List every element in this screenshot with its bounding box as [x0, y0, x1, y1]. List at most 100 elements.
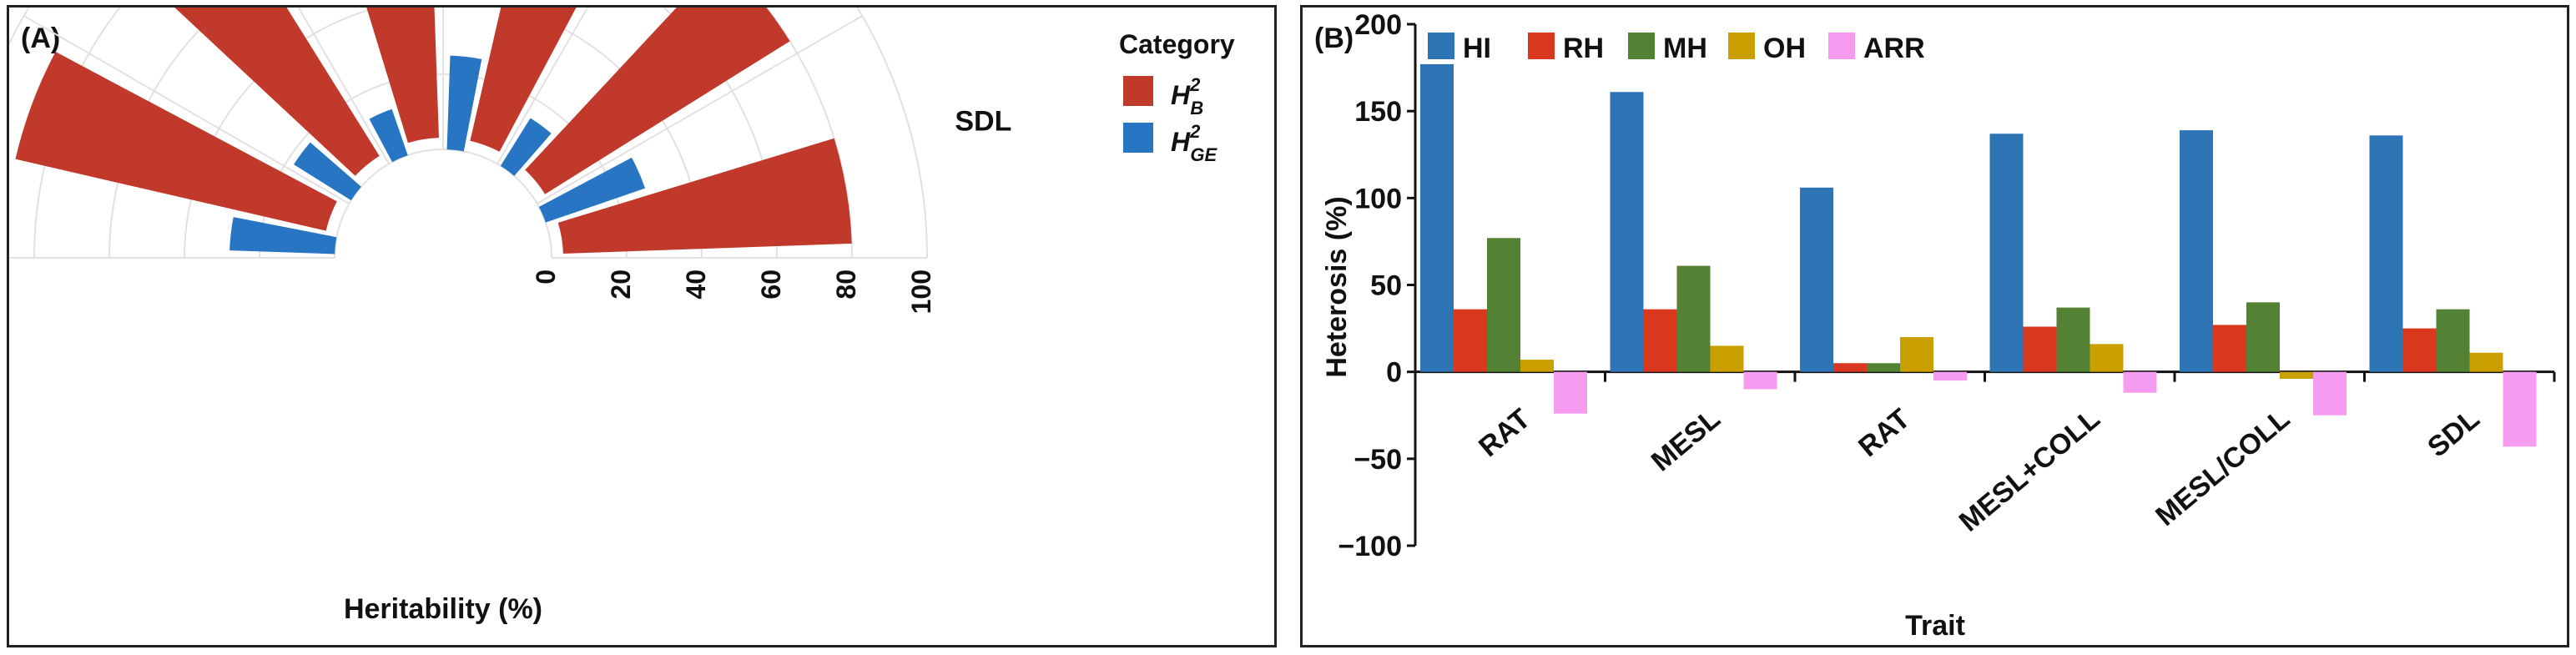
radial-tick-0: 0: [531, 270, 561, 285]
radial-tick-60: 60: [756, 270, 786, 300]
x-tick-label-3: MESL+COLL: [1953, 403, 2106, 538]
bar-oh-1: [1710, 345, 1744, 372]
bar-arr-0: [1554, 371, 1587, 414]
grid-ring-5: [9, 8, 928, 259]
bar-oh-0: [1520, 360, 1554, 372]
bar-mh-2: [1867, 363, 1900, 372]
bar-chart-svg: (B) 200 150 100 50 0 −50 −100 RAT MESL RAT MESL+CO…: [1314, 9, 2556, 642]
legend-swatch-arr: [1828, 33, 1855, 59]
grid-spoke-1: [23, 15, 350, 204]
panel-b-heterosis-bar-chart: (B) 200 150 100 50 0 −50 −100 RAT MESL RAT MESL+CO…: [1300, 5, 2569, 647]
panel-b-label: (B): [1314, 23, 1354, 54]
legend-swatch-hb: [1123, 76, 1153, 106]
bar-hge-coll-2: [369, 108, 408, 163]
bar-rh-5: [2402, 328, 2437, 372]
radial-tick-40: 40: [681, 270, 711, 300]
grid-spoke-2: [297, 8, 390, 164]
bar-oh-4: [2280, 371, 2313, 379]
y-tick-label-6: −100: [1338, 531, 1402, 562]
bar-hi-1: [1610, 92, 1644, 372]
x-tick-label-0: RAT: [1473, 403, 1536, 464]
grid-ring-3: [108, 8, 778, 259]
bar-hge-mesl-1: [294, 142, 361, 201]
y-tick-label-5: −50: [1354, 444, 1402, 476]
grid-spoke-5: [537, 15, 863, 204]
bar-oh-2: [1900, 337, 1933, 372]
bar-hi-3: [1989, 134, 2024, 372]
legend-hb-base: H: [1171, 80, 1191, 110]
x-tick-label-4: MESL/COLL: [2150, 403, 2296, 532]
bar-oh-5: [2469, 352, 2503, 372]
legend-hb-sub: B: [1190, 98, 1203, 118]
bar-hi-5: [2369, 135, 2403, 372]
radial-tick-80: 80: [831, 270, 861, 300]
bar-arr-5: [2503, 371, 2537, 447]
legend-title: Category: [1119, 29, 1235, 59]
legend-label-rh: RH: [1563, 33, 1604, 64]
legend-label-arr: ARR: [1863, 33, 1925, 64]
bar-hge-mesl-coll-3: [446, 55, 482, 152]
radial-tick-20: 20: [606, 270, 636, 300]
bar-hb-rat-0: [15, 52, 337, 231]
x-tick-label-1: MESL: [1646, 403, 1727, 478]
legend-hb-sup: 2: [1189, 74, 1201, 95]
bar-mh-0: [1487, 238, 1520, 372]
legend-swatch-oh: [1728, 33, 1755, 59]
bar-hb-coll-2: [366, 8, 439, 144]
bar-hb-mesl-coll-4: [525, 8, 790, 194]
legend-swatch-hi: [1428, 33, 1454, 59]
legend-swatch-mh: [1628, 33, 1655, 59]
legend-label-hge: H2 GE: [1171, 121, 1217, 165]
bar-arr-4: [2313, 371, 2347, 416]
radial-axis-title: Heritability (%): [344, 593, 542, 625]
legend-swatch-hge: [1123, 123, 1153, 153]
grid-ring-0: [334, 149, 552, 259]
legend-label-mh: MH: [1663, 33, 1707, 64]
bar-mh-4: [2246, 302, 2280, 372]
y-tick-label-0: 200: [1354, 9, 1402, 41]
y-axis-title: Heterosis (%): [1321, 196, 1353, 377]
y-tick-label-4: 0: [1386, 357, 1402, 389]
legend-label-hb: H2 B: [1171, 74, 1203, 118]
x-tick-label-5: SDL: [2422, 403, 2486, 464]
bar-rh-0: [1454, 309, 1487, 372]
bar-chart-bars: [1420, 63, 2537, 447]
legend-label-hi: HI: [1463, 33, 1491, 64]
grid-ring-4: [33, 8, 853, 259]
y-tick-label-1: 150: [1354, 96, 1402, 128]
radial-bars: [15, 8, 852, 254]
bar-hb-sdl-5: [557, 138, 852, 254]
y-tick-label-3: 50: [1370, 270, 1402, 302]
bar-arr-3: [2123, 371, 2157, 393]
panel-a-label: (A): [21, 23, 60, 54]
legend-label-oh: OH: [1763, 33, 1806, 64]
grid-spoke-4: [497, 8, 589, 164]
radial-axis-ticks: 0 20 40 60 80 100: [531, 270, 936, 314]
bar-rh-3: [2023, 326, 2057, 372]
legend: Category H2 B H2 GE: [1119, 29, 1235, 165]
x-axis-title: Trait: [1905, 610, 1965, 642]
legend-hge-sup: 2: [1189, 121, 1201, 142]
bar-chart-legend: HI RH MH OH ARR: [1428, 33, 1925, 64]
bar-rh-4: [2213, 325, 2246, 372]
category-label-sdl-5: SDL: [955, 106, 1011, 138]
y-tick-label-2: 100: [1354, 183, 1402, 214]
legend-hge-sub: GE: [1190, 144, 1217, 165]
grid-ring-2: [184, 8, 703, 259]
bar-hi-2: [1800, 187, 1833, 372]
radial-tick-100: 100: [906, 270, 936, 314]
bar-hge-rat-0: [229, 217, 337, 254]
bar-arr-2: [1933, 371, 1967, 381]
bar-rh-2: [1833, 363, 1867, 372]
x-tick-label-2: RAT: [1853, 403, 1916, 464]
bar-hb-mesl-1: [174, 8, 380, 176]
legend-hge-base: H: [1171, 127, 1191, 157]
bar-hge-sdl-5: [538, 157, 646, 223]
bar-hb-mesl-coll-3: [470, 8, 577, 152]
bar-arr-1: [1743, 371, 1777, 390]
bar-mh-3: [2056, 307, 2090, 372]
bar-hi-0: [1420, 63, 1454, 372]
